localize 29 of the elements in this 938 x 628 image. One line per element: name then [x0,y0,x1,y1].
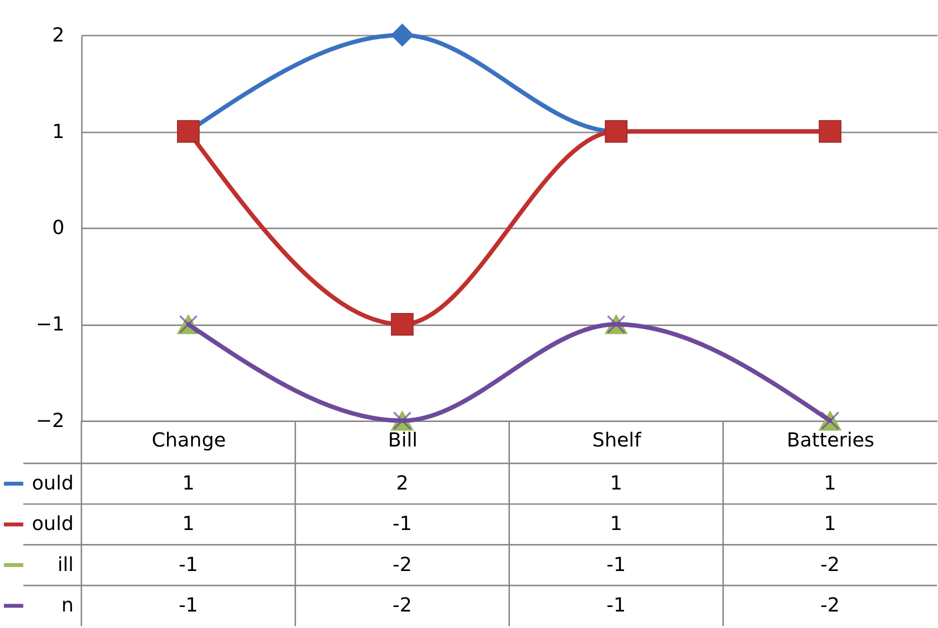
legend-label: ould [32,472,74,495]
data-label: 1 [824,512,836,536]
data-label: 1 [182,472,195,495]
data-label: -1 [392,512,412,536]
x-tick-label: Batteries [786,428,874,452]
data-label: -1 [178,552,198,576]
legend-label: ill [57,552,74,576]
legend-label: n [61,594,74,617]
data-label: -2 [392,594,412,617]
data-label: -1 [606,552,626,576]
data-label: -1 [606,594,626,617]
y-tick-label: 1 [52,120,64,143]
y-tick-label: 0 [52,216,64,240]
data-label: 1 [824,472,836,495]
data-label: -2 [820,594,840,617]
x-tick-label: Change [152,428,226,452]
x-tick-label: Bill [388,428,418,452]
y-tick-label: −2 [36,409,64,432]
x-tick-label: Shelf [592,428,642,452]
data-label: -1 [178,594,198,617]
y-tick-label: −1 [36,312,64,336]
data-label: 1 [610,472,622,495]
y-tick-label: 2 [52,23,64,46]
data-label: -2 [820,552,840,576]
data-label: -2 [392,552,412,576]
data-label: 1 [610,512,622,536]
data-label: 1 [182,512,195,536]
data-label: 2 [396,472,408,495]
legend-label: ould [32,512,74,536]
